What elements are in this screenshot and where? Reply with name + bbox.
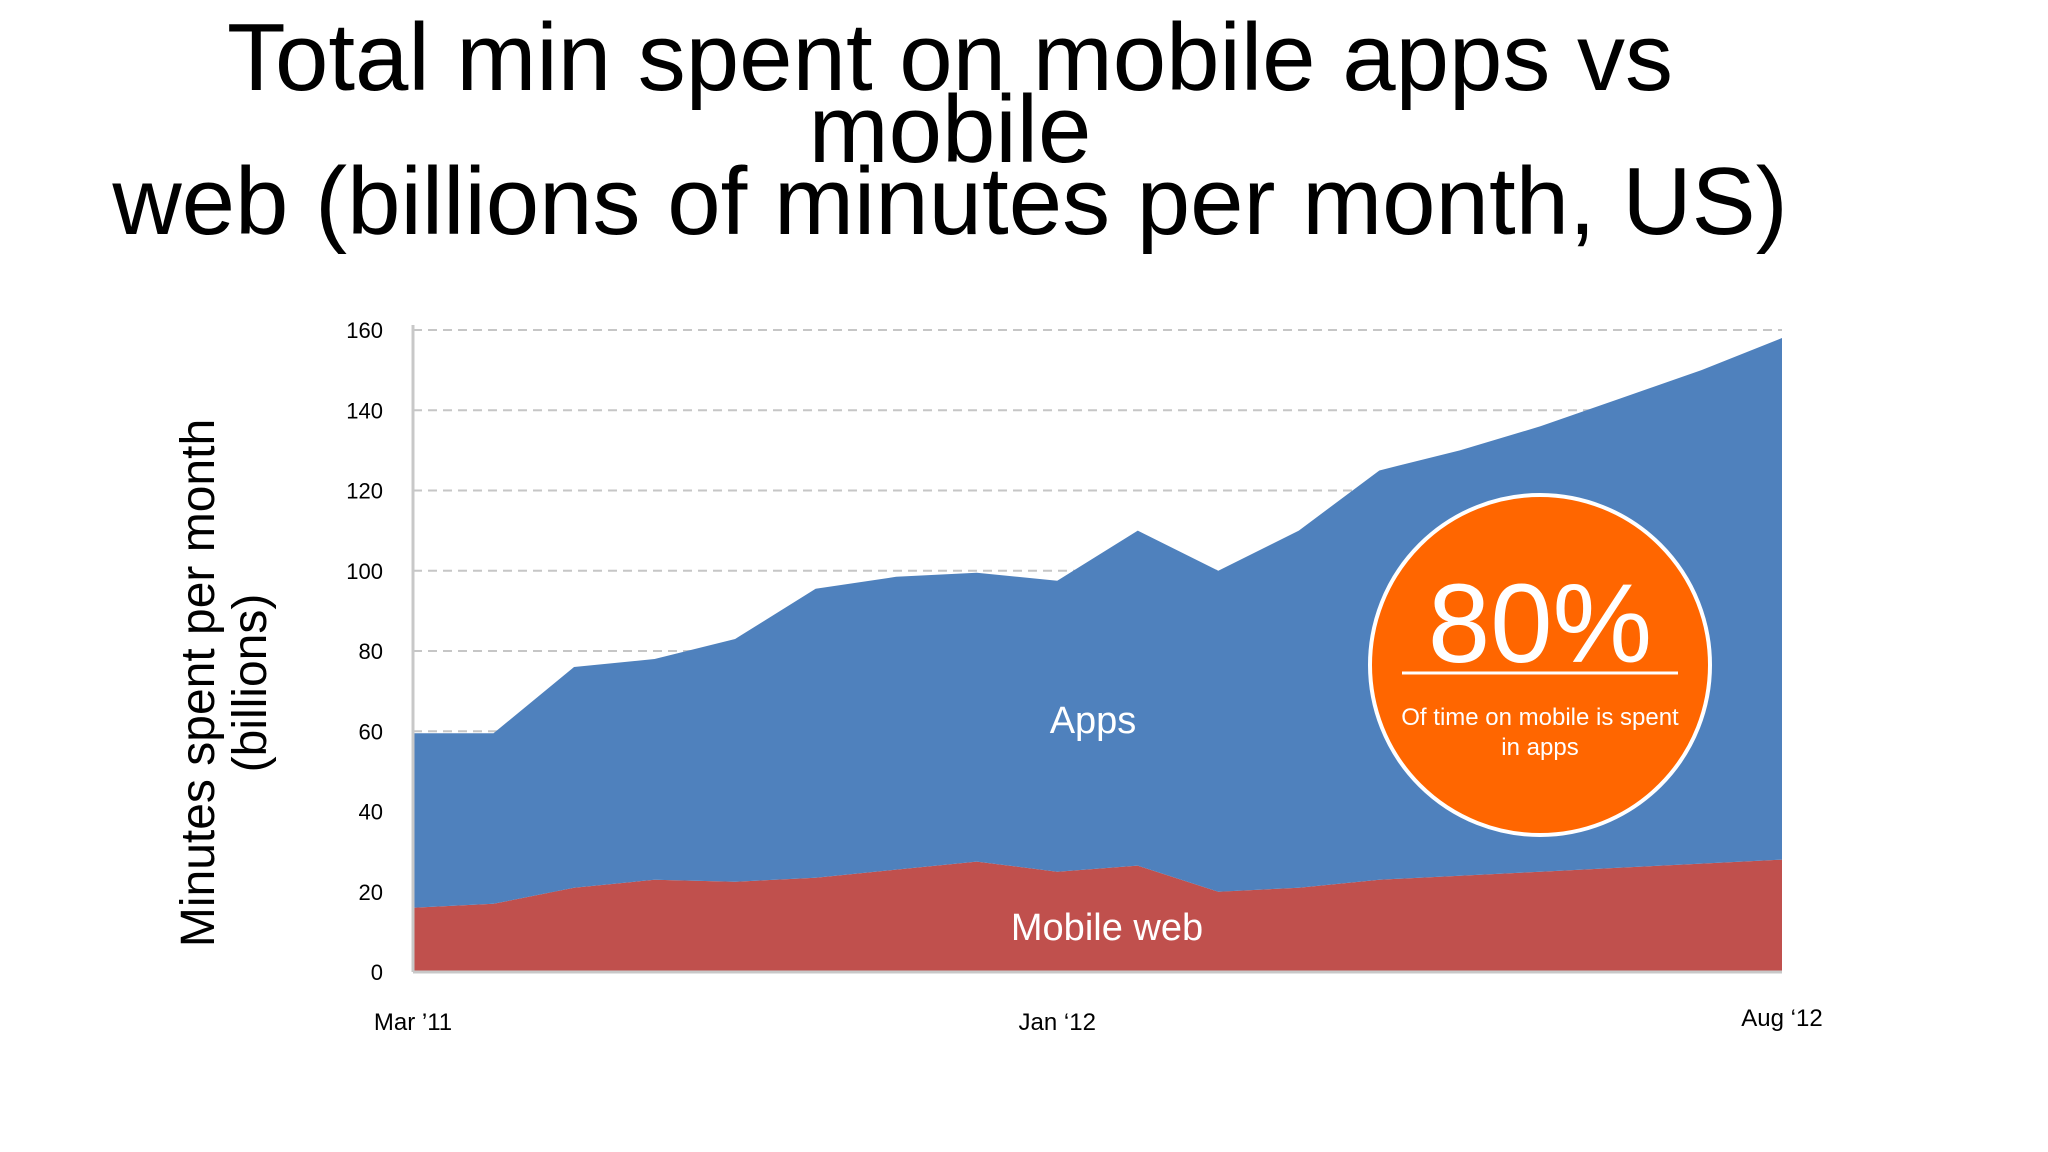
y-tick-label: 80 [359, 639, 383, 664]
y-tick-label: 160 [346, 318, 383, 343]
y-tick-label: 140 [346, 398, 383, 423]
title-line-2: web (billions of minutes per month, US) [112, 148, 1788, 255]
x-tick-label: Mar ’11 [374, 1009, 452, 1036]
apps-area-label: Apps [1050, 700, 1137, 742]
callout-badge: 80% Of time on mobile is spent in apps [1368, 493, 1712, 837]
page-title: Total min spent on mobile apps vs mobile… [100, 4, 1800, 255]
y-tick-label: 20 [359, 880, 383, 905]
y-axis-label-line-2: (billions) [224, 594, 277, 773]
y-tick-labels: 0 20 40 60 80 100 120 140 160 [346, 318, 383, 985]
x-tick-label: Jan ‘12 [1019, 1009, 1096, 1036]
axes [411, 325, 1782, 974]
y-axis-label-line-1: Minutes spent per month [172, 419, 225, 947]
title-line-1: Total min spent on mobile apps vs mobile [226, 4, 1674, 183]
y-tick-label: 0 [371, 960, 383, 985]
callout-percent: 80% [1428, 561, 1652, 686]
y-tick-label: 100 [346, 559, 383, 584]
area-mobile-web [413, 859, 1782, 972]
y-tick-label: 40 [359, 800, 383, 825]
callout-caption-line-1: Of time on mobile is spent [1401, 704, 1679, 731]
y-tick-label: 60 [359, 719, 383, 744]
mobile-web-area-label: Mobile web [1011, 907, 1203, 949]
callout-circle [1368, 493, 1712, 837]
x-tick-label: Aug ‘12 [1741, 1005, 1822, 1032]
x-tick-labels: Mar ’11 Jan ‘12 Aug ‘12 [374, 1005, 1823, 1036]
callout-caption-line-2: in apps [1501, 734, 1578, 761]
y-tick-label: 120 [346, 479, 383, 504]
